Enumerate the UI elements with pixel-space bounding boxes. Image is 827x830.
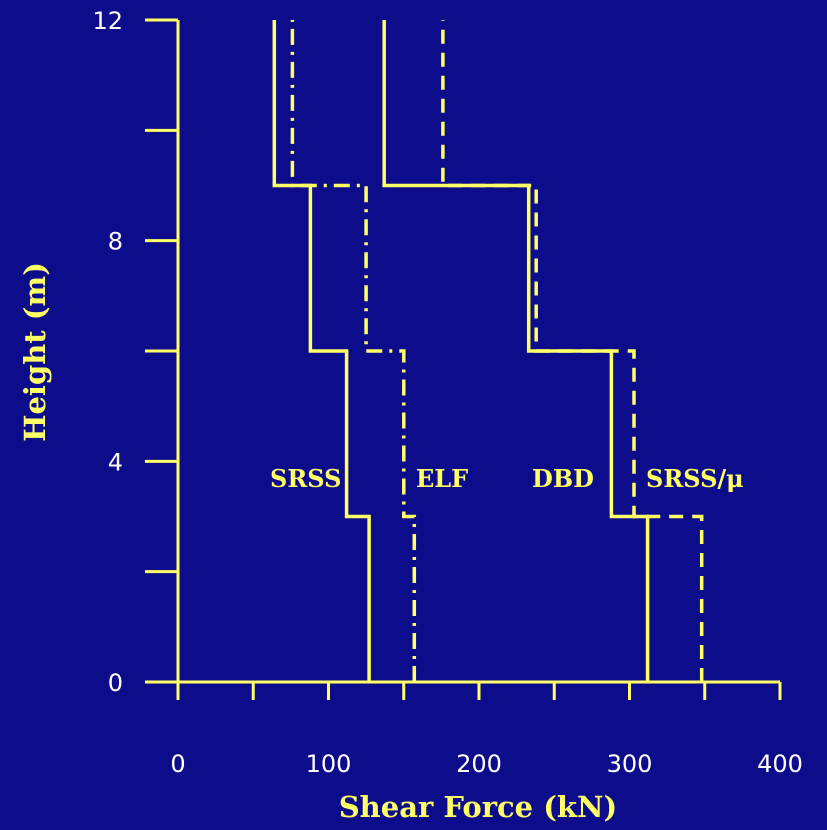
axes: 0 100 200 300 400 0 4 8 12 [92, 7, 802, 778]
x-tick-label: 400 [757, 750, 803, 778]
x-tick-label: 100 [306, 750, 352, 778]
series-label-srss: SRSS/μ [646, 464, 744, 493]
series-label-dbd: DBD [532, 464, 594, 493]
series-label-srss: SRSS [270, 464, 341, 493]
x-tick-label: 300 [607, 750, 653, 778]
series-line-elf [290, 20, 417, 682]
series-labels: SRSS ELF DBD SRSS/μ [270, 464, 744, 493]
y-axis-title: Height (m) [18, 262, 52, 442]
y-tick-label: 0 [108, 669, 123, 697]
x-tick-label: 200 [456, 750, 502, 778]
x-axis-title: Shear Force (kN) [339, 790, 618, 824]
series-lines [272, 20, 704, 682]
y-tick-label: 4 [108, 448, 123, 476]
series-line-srss [272, 20, 371, 682]
series-line-srss [441, 20, 704, 682]
series-label-elf: ELF [416, 464, 468, 493]
y-tick-label: 12 [92, 7, 123, 35]
y-tick-label: 8 [108, 228, 123, 256]
x-tick-label: 0 [170, 750, 185, 778]
